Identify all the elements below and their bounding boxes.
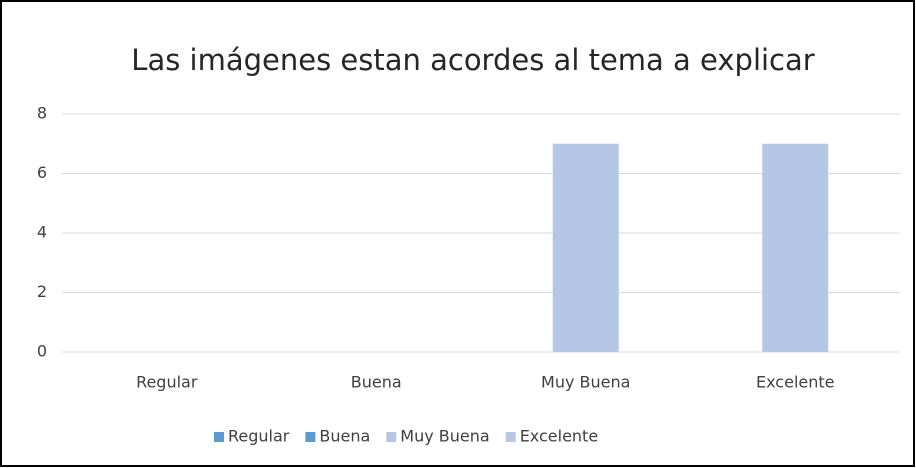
legend-label: Excelente	[520, 427, 598, 446]
legend-swatch	[305, 432, 316, 442]
chart-title: Las imágenes estan acordes al tema a exp…	[131, 43, 814, 77]
x-tick-label: Regular	[136, 373, 198, 392]
y-tick-label: 2	[37, 282, 47, 301]
legend-label: Regular	[228, 427, 290, 446]
legend-label: Buena	[319, 427, 370, 446]
y-tick-label: 4	[37, 223, 47, 242]
legend-swatch	[386, 432, 397, 442]
bar	[762, 143, 829, 352]
legend-swatch	[505, 432, 516, 442]
y-tick-label: 0	[37, 342, 47, 361]
x-tick-label: Excelente	[756, 373, 834, 392]
y-tick-label: 6	[37, 163, 47, 182]
x-tick-label: Buena	[351, 373, 402, 392]
y-tick-label: 8	[37, 104, 47, 123]
legend-label: Muy Buena	[400, 427, 489, 446]
legend-swatch	[214, 432, 224, 442]
bar	[552, 143, 619, 352]
x-tick-label: Muy Buena	[541, 373, 630, 392]
